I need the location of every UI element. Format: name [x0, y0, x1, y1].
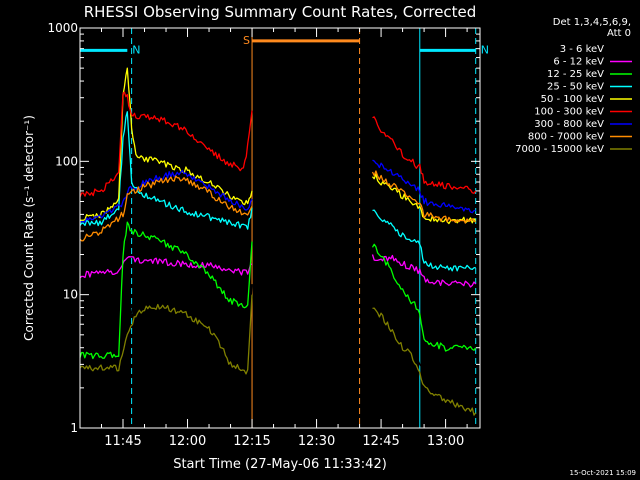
x-tick-label: 13:00 [427, 434, 464, 449]
series-line [79, 175, 253, 242]
y-tick-label: 1000 [47, 21, 78, 35]
series-line [372, 307, 477, 416]
mode-label: N [481, 43, 489, 56]
legend-header: Det 1,3,4,5,6,9, [553, 17, 631, 28]
series-line [372, 116, 477, 194]
x-tick-label: 12:30 [298, 434, 335, 449]
y-tick-label: 10 [63, 288, 78, 302]
series-line [79, 91, 253, 198]
y-tick-label: 1 [70, 421, 78, 435]
axes: 1 10 100 1000 11:45 12:00 12:15 12:30 12:45 13:00 [47, 21, 480, 449]
series-line [79, 169, 253, 224]
legend-header: Att 0 [607, 28, 631, 39]
y-axis-label: Corrected Count Rate (s⁻¹ detector⁻¹) [22, 115, 36, 341]
legend-entry: 800 - 7000 keV [528, 132, 604, 143]
legend: Det 1,3,4,5,6,9,Att 03 - 6 keV 6 - 12 keV… [515, 17, 632, 155]
annotations: N NS [79, 28, 489, 428]
series-line [371, 254, 477, 288]
y-tick-label: 100 [55, 154, 78, 168]
x-tick-label: 12:00 [169, 434, 206, 449]
x-tick-label: 12:45 [362, 434, 399, 449]
legend-entry: 6 - 12 keV [553, 57, 604, 68]
chart-title: RHESSI Observing Summary Count Rates, Co… [84, 3, 477, 21]
legend-entry: 100 - 300 keV [534, 107, 604, 118]
legend-entry: 300 - 800 keV [534, 119, 604, 130]
series-line [79, 294, 253, 375]
series-line [79, 256, 253, 279]
series-line [372, 159, 476, 214]
series-line [79, 284, 253, 360]
series-layer [79, 67, 477, 418]
series-line [371, 243, 477, 352]
timestamp: 15-Oct-2021 15:09 [570, 469, 636, 477]
series-line [79, 111, 253, 230]
mode-label: S [243, 34, 250, 47]
legend-entry: 12 - 25 keV [547, 69, 604, 80]
x-axis-label: Start Time (27-May-06 11:33:42) [173, 457, 387, 472]
legend-entry: 50 - 100 keV [541, 94, 605, 105]
series-line [79, 221, 253, 360]
plot-frame [79, 27, 481, 429]
x-tick-label: 12:15 [233, 434, 270, 449]
series-line [372, 209, 476, 272]
legend-entry: 7000 - 15000 keV [515, 144, 604, 155]
legend-entry: 25 - 50 keV [547, 82, 604, 93]
legend-entry: 3 - 6 keV [560, 44, 604, 55]
series-line [371, 291, 477, 418]
mode-label: N [132, 43, 140, 56]
series-line [371, 170, 477, 224]
x-tick-label: 11:45 [104, 434, 141, 449]
